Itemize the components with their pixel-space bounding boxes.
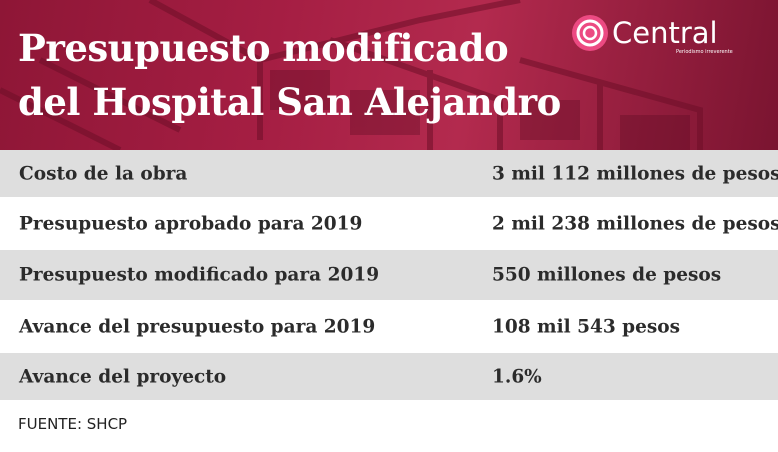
header: Presupuesto modificado del Hospital San … [0, 0, 778, 150]
row-label: Costo de la obra [19, 163, 188, 184]
row-label: Presupuesto modificado para 2019 [19, 264, 380, 286]
row-value: 2 mil 238 millones de pesos [492, 213, 778, 234]
logo-text: Central [612, 16, 718, 50]
table-row: Presupuesto modificado para 2019 550 mill… [0, 250, 778, 300]
table-row: Avance del presupuesto para 2019 108 mil … [0, 300, 778, 353]
background-photo [0, 0, 703, 150]
table-row: Avance del proyecto 1.6% [0, 353, 778, 400]
logo: Central Periodismo irreverente [572, 15, 733, 55]
row-value: 3 mil 112 millones de pesos [492, 163, 778, 184]
row-label: Avance del proyecto [19, 366, 227, 387]
logo-tagline: Periodismo irreverente [676, 49, 733, 55]
row-value: 550 millones de pesos [492, 264, 722, 286]
source: FUENTE: SHCP [18, 415, 128, 433]
table-row: Costo de la obra 3 mil 112 millones de pe… [0, 150, 778, 197]
row-label: Presupuesto aprobado para 2019 [19, 213, 363, 234]
row-value: 1.6% [492, 366, 542, 387]
title: Presupuesto modificado [18, 26, 509, 70]
row-label: Avance del presupuesto para 2019 [19, 316, 376, 337]
table-row: Presupuesto aprobado para 2019 2 mil 238 … [0, 197, 778, 250]
row-value: 108 mil 543 pesos [492, 316, 681, 337]
title: del Hospital San Alejandro [18, 80, 561, 124]
